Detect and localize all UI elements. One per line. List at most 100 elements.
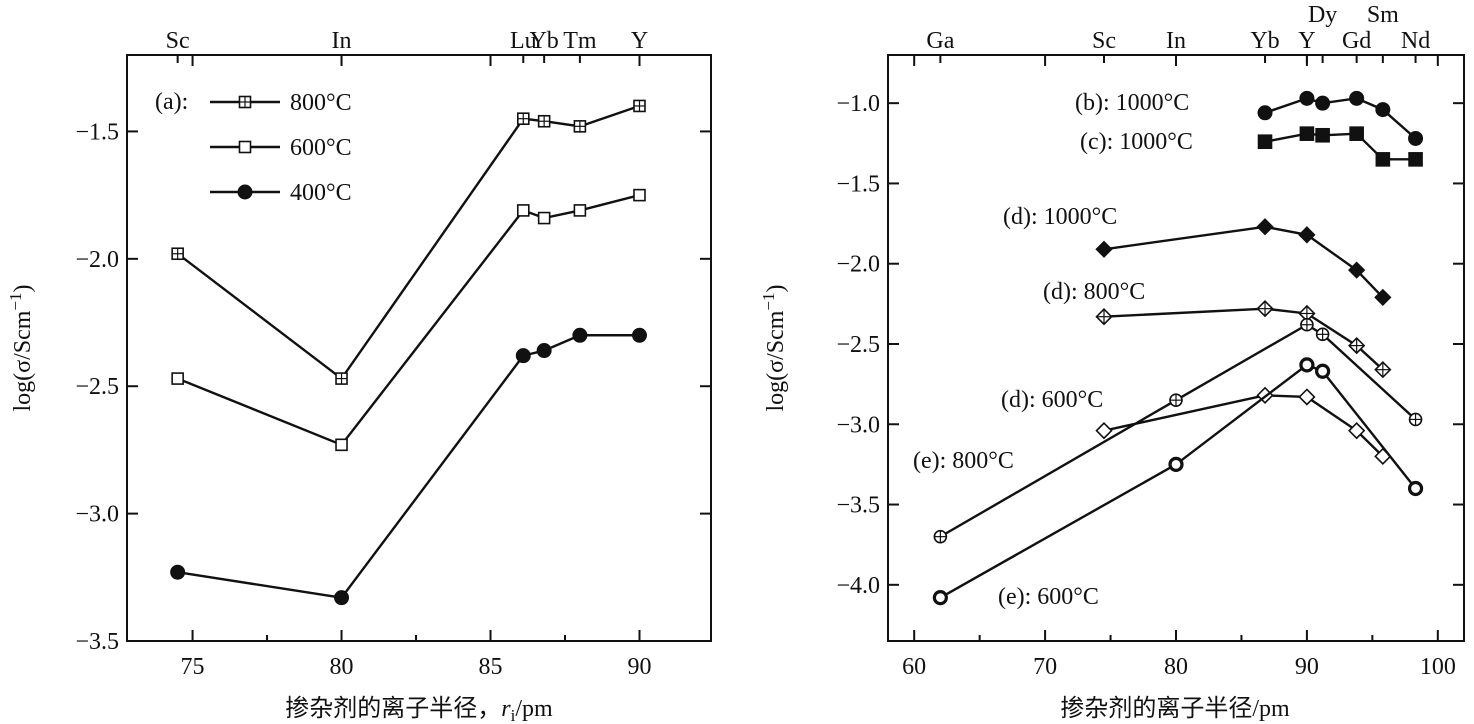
b-top-label-in: In bbox=[1166, 28, 1186, 54]
b-point-d-600-c-0 bbox=[1095, 422, 1113, 440]
b-series-c-1000-c bbox=[1257, 126, 1423, 167]
panel-a-y-axis-title: log(σ/Scm−1) bbox=[6, 284, 36, 411]
b-top-label-yb: Yb bbox=[1250, 28, 1279, 54]
b-x-tick-label-0: 60 bbox=[902, 654, 926, 680]
b-point-b-1000-c-4 bbox=[1375, 102, 1391, 118]
b-x-tick-label-2: 80 bbox=[1164, 654, 1188, 680]
a-point-600-c-5 bbox=[633, 188, 646, 202]
legend-symbol-400-c bbox=[237, 184, 253, 200]
b-point-d-1000-c-1 bbox=[1256, 218, 1274, 236]
b-point-d-1000-c-4 bbox=[1374, 288, 1392, 307]
panel-a-legend: (a): 800°C 600°C 400°C bbox=[155, 89, 352, 206]
b-point-b-1000-c-3 bbox=[1349, 90, 1365, 106]
a-point-600-c-2 bbox=[516, 204, 530, 217]
b-top-label-sc: Sc bbox=[1092, 28, 1116, 54]
b-y-tick-label-2: −2.0 bbox=[836, 252, 880, 278]
b-point-d-800-c-1 bbox=[1256, 300, 1274, 318]
b-series-label-b-1000-c: (b): 1000°C bbox=[1075, 90, 1189, 116]
b-top-label-y: Y bbox=[1298, 28, 1315, 54]
b-point-b-1000-c-0 bbox=[1257, 105, 1273, 121]
b-point-d-600-c-3 bbox=[1348, 422, 1366, 440]
panel-a-x-axis-title: 掺杂剂的离子半径，ri/pm bbox=[285, 695, 553, 724]
a-y-tick-label-2: −2.5 bbox=[75, 374, 119, 400]
b-point-c-1000-c-4 bbox=[1375, 152, 1391, 167]
b-x-tick-label-3: 90 bbox=[1295, 654, 1319, 680]
b-series-line-c-1000-c bbox=[1264, 132, 1416, 161]
panel-b-x-axis-title: 掺杂剂的离子半径/pm bbox=[1060, 695, 1290, 722]
a-point-600-c-0 bbox=[171, 372, 184, 385]
a-point-600-c-1 bbox=[335, 438, 348, 452]
legend-item-800c: 800°C bbox=[210, 90, 352, 116]
b-x-tick-label-4: 100 bbox=[1420, 654, 1456, 680]
a-y-tick-label-3: −3.0 bbox=[75, 502, 119, 528]
legend-marker-600c bbox=[238, 140, 252, 154]
a-point-800-c-5 bbox=[633, 99, 646, 113]
b-y-tick-label-6: −4.0 bbox=[836, 573, 880, 599]
b-series-line-d-1000-c bbox=[1103, 225, 1384, 299]
a-x-tick-label-1: 80 bbox=[330, 654, 354, 680]
b-point-e-600-c-4 bbox=[1407, 480, 1424, 497]
b-point-d-800-c-0 bbox=[1095, 308, 1113, 326]
b-point-b-1000-c-1 bbox=[1299, 90, 1315, 106]
a-series-line-800-c bbox=[176, 104, 640, 381]
a-top-label-y: Y bbox=[631, 28, 648, 54]
b-point-b-1000-c-2 bbox=[1315, 95, 1331, 111]
a-y-tick-label-4: −3.5 bbox=[75, 629, 119, 655]
b-point-d-1000-c-0 bbox=[1095, 240, 1113, 258]
a-series-400-c bbox=[170, 327, 647, 606]
panel-b-plot: 60 70 80 90 100 −1.0 −1.5 −2.0 −2.5 −3.0 −3.5 −4.0 G… bbox=[836, 2, 1464, 680]
a-point-800-c-0 bbox=[171, 247, 184, 261]
b-point-e-800-c-3 bbox=[1315, 327, 1330, 342]
b-point-e-600-c-0 bbox=[932, 590, 948, 606]
legend-label-600c: 600°C bbox=[290, 135, 352, 161]
a-series-600-c bbox=[171, 188, 646, 452]
a-y-tick-label-0: −1.5 bbox=[75, 119, 119, 145]
b-point-d-600-c-2 bbox=[1298, 388, 1316, 406]
b-point-d-800-c-4 bbox=[1374, 361, 1392, 379]
a-x-tick-label-2: 85 bbox=[479, 654, 503, 680]
a-point-800-c-1 bbox=[335, 372, 348, 385]
a-point-400-c-1 bbox=[334, 590, 350, 606]
legend-label-400c: 400°C bbox=[290, 180, 352, 206]
a-point-800-c-2 bbox=[516, 112, 530, 125]
b-series-label-d-600-c: (d): 600°C bbox=[1001, 387, 1103, 413]
legend-marker-800c bbox=[238, 95, 252, 109]
b-point-e-600-c-1 bbox=[1168, 456, 1184, 472]
b-series-line-e-800-c bbox=[939, 323, 1417, 538]
a-x-tick-label-3: 90 bbox=[627, 654, 651, 680]
b-point-e-800-c-0 bbox=[933, 529, 948, 544]
b-series-d-800-c bbox=[1095, 300, 1392, 379]
a-point-800-c-3 bbox=[537, 114, 551, 128]
a-top-label-sc: Sc bbox=[166, 28, 190, 54]
b-point-b-1000-c-5 bbox=[1408, 130, 1424, 146]
panel-a-label: (a): bbox=[155, 89, 188, 115]
b-point-d-1000-c-2 bbox=[1298, 226, 1316, 244]
b-top-label-dy: Dy bbox=[1308, 2, 1337, 28]
b-point-d-800-c-3 bbox=[1348, 336, 1366, 355]
a-point-400-c-5 bbox=[631, 327, 647, 343]
a-series-800-c bbox=[171, 99, 646, 385]
b-top-label-nd: Nd bbox=[1401, 28, 1430, 54]
a-point-400-c-0 bbox=[170, 564, 186, 580]
a-series-line-600-c bbox=[177, 193, 640, 447]
legend-item-600c: 600°C bbox=[210, 135, 352, 161]
b-point-c-1000-c-0 bbox=[1257, 134, 1273, 149]
b-point-c-1000-c-2 bbox=[1315, 127, 1330, 143]
a-top-label-tm: Tm bbox=[563, 28, 597, 54]
b-point-c-1000-c-1 bbox=[1299, 126, 1315, 141]
b-point-c-1000-c-3 bbox=[1349, 126, 1364, 141]
a-series-line-400-c bbox=[177, 334, 640, 599]
a-top-label-in: In bbox=[332, 28, 352, 54]
panel-a-frame bbox=[126, 54, 712, 642]
legend-label-800c: 800°C bbox=[290, 90, 352, 116]
b-point-e-600-c-3 bbox=[1315, 363, 1331, 379]
b-x-tick-label-1: 70 bbox=[1033, 654, 1057, 680]
b-series-line-d-600-c bbox=[1103, 394, 1384, 458]
b-point-e-800-c-2 bbox=[1300, 317, 1314, 332]
b-series-b-1000-c bbox=[1257, 90, 1424, 146]
legend-symbol-600-c bbox=[238, 140, 252, 154]
legend-marker-400c bbox=[237, 184, 253, 200]
b-y-tick-label-1: −1.5 bbox=[836, 171, 880, 197]
